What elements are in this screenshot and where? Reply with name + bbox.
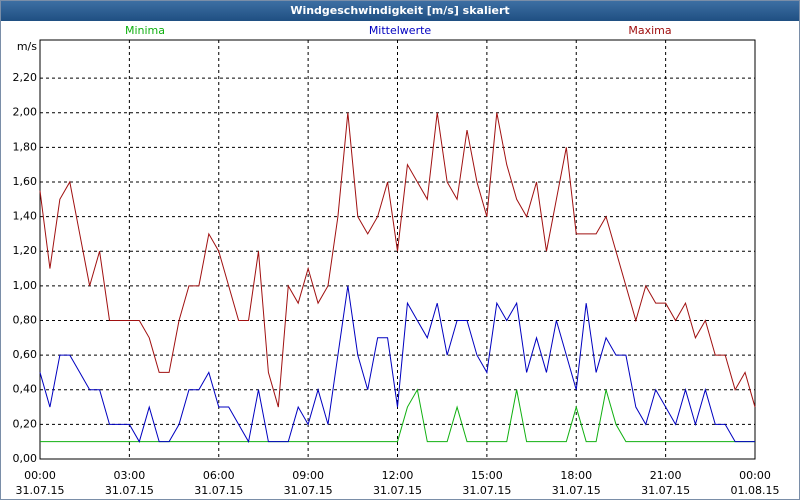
x-tick-date: 31.07.15 — [16, 484, 65, 497]
x-tick-label: 15:00 — [471, 469, 503, 482]
x-tick-date: 01.08.15 — [731, 484, 780, 497]
title-bar — [1, 1, 799, 21]
legend-entry: Minima — [125, 24, 165, 37]
y-tick-label: 1,60 — [13, 175, 38, 188]
y-tick-label: 1,20 — [13, 244, 38, 257]
y-tick-label: 2,20 — [13, 71, 38, 84]
y-unit: m/s — [17, 40, 37, 53]
x-tick-label: 00:00 — [739, 469, 771, 482]
y-tick-label: 2,00 — [13, 106, 38, 119]
y-tick-label: 1,40 — [13, 210, 38, 223]
series-line — [39, 112, 756, 408]
legend-entry: Maxima — [628, 24, 671, 37]
x-tick-date: 31.07.15 — [105, 484, 154, 497]
x-tick-label: 12:00 — [382, 469, 414, 482]
chart-title: Windgeschwindigkeit [m/s] skaliert — [290, 4, 509, 17]
y-tick-label: 1,80 — [13, 140, 38, 153]
legend-entry: Mittelwerte — [369, 24, 432, 37]
x-tick-date: 31.07.15 — [462, 484, 511, 497]
x-tick-label: 06:00 — [203, 469, 235, 482]
x-tick-label: 09:00 — [292, 469, 324, 482]
x-tick-label: 18:00 — [560, 469, 592, 482]
series-line — [39, 285, 755, 444]
x-tick-date: 31.07.15 — [552, 484, 601, 497]
y-tick-label: 0,00 — [13, 452, 38, 465]
x-tick-date: 31.07.15 — [194, 484, 243, 497]
y-tick-label: 0,60 — [13, 348, 38, 361]
y-tick-label: 1,00 — [13, 279, 38, 292]
x-tick-date: 31.07.15 — [284, 484, 333, 497]
x-tick-date: 31.07.15 — [373, 484, 422, 497]
y-tick-label: 0,20 — [13, 417, 38, 430]
x-tick-date: 31.07.15 — [641, 484, 690, 497]
x-tick-label: 03:00 — [114, 469, 146, 482]
x-tick-label: 21:00 — [650, 469, 682, 482]
y-tick-label: 0,80 — [13, 313, 38, 326]
y-tick-label: 0,40 — [13, 383, 38, 396]
x-tick-label: 00:00 — [24, 469, 56, 482]
